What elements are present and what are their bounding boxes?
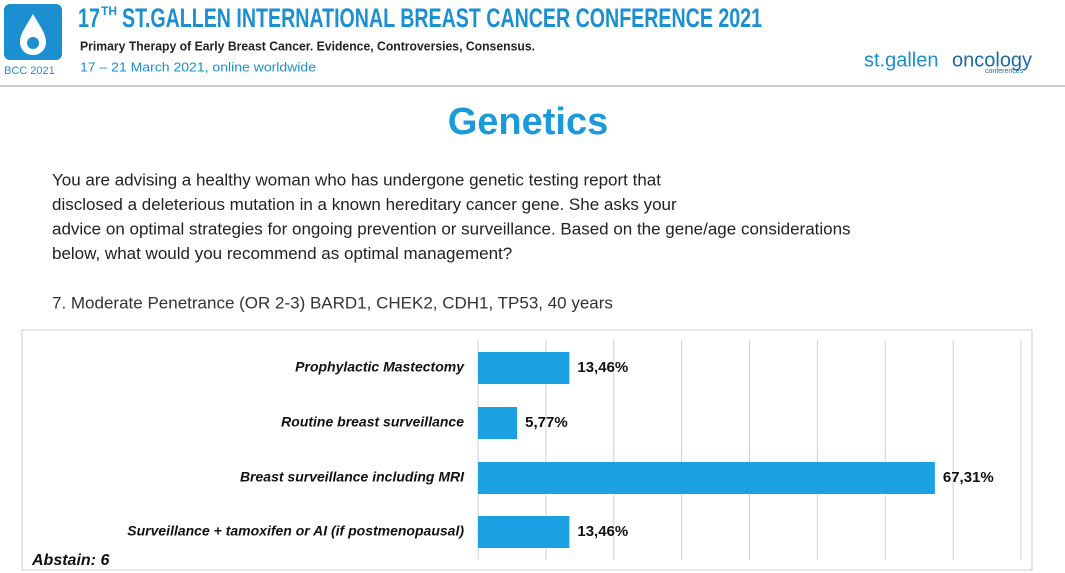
category-label: Surveillance + tamoxifen or AI (if postm… — [127, 523, 464, 539]
value-label: 5,77% — [525, 414, 568, 431]
conference-title: ST.GALLEN INTERNATIONAL BREAST CANCER CO… — [122, 3, 762, 33]
annotation: Abstain: 6 — [31, 552, 109, 569]
logo-text: BCC 2021 — [4, 65, 55, 77]
brand-small: conferences — [985, 68, 1024, 75]
value-label: 13,46% — [577, 359, 628, 376]
question-line: advice on optimal strategies for ongoing… — [52, 219, 851, 238]
value-label: 13,46% — [577, 523, 628, 540]
question: You are advising a healthy woman who has… — [52, 170, 851, 263]
conference-subtitle: Primary Therapy of Early Breast Cancer. … — [80, 38, 535, 53]
value-label: 67,31% — [943, 469, 994, 486]
category-label: Routine breast surveillance — [281, 414, 464, 430]
question-line: below, what would you recommend as optim… — [52, 244, 512, 263]
brand-right: oncology — [952, 49, 1032, 71]
logo-dot — [27, 37, 39, 49]
bar — [478, 516, 570, 548]
chart: Prophylactic Mastectomy 13,46% Routine bre… — [31, 340, 1022, 569]
bar — [478, 352, 570, 384]
title-number: 17 — [78, 3, 100, 33]
category-label: Breast surveillance including MRI — [240, 469, 465, 485]
question-item: 7. Moderate Penetrance (OR 2-3) BARD1, C… — [52, 293, 613, 312]
question-line: You are advising a healthy woman who has… — [52, 170, 661, 189]
conference-dates: 17 – 21 March 2021, online worldwide — [80, 59, 316, 74]
category-label: Prophylactic Mastectomy — [295, 359, 465, 375]
bar — [478, 407, 518, 439]
bar — [478, 462, 935, 494]
slide-heading: Genetics — [448, 101, 609, 143]
logo-drop — [20, 14, 46, 55]
title-suffix: TH — [101, 4, 117, 18]
question-line: disclosed a deleterious mutation in a kn… — [52, 195, 677, 214]
brand-left: st.gallen — [864, 49, 939, 71]
